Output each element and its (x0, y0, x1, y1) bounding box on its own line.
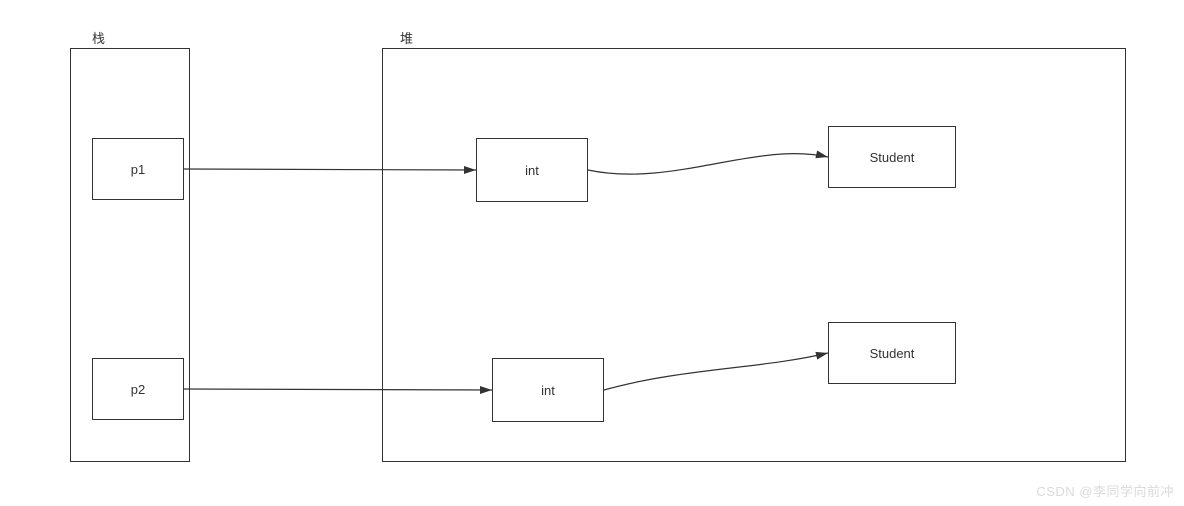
node-int1: int (476, 138, 588, 202)
watermark: CSDN @李同学向前冲 (1036, 481, 1174, 500)
node-p1: p1 (92, 138, 184, 200)
node-s2: Student (828, 322, 956, 384)
stack-label: 栈 (92, 28, 105, 47)
node-int2: int (492, 358, 604, 422)
node-p2: p2 (92, 358, 184, 420)
heap-label: 堆 (400, 28, 413, 47)
node-s1: Student (828, 126, 956, 188)
